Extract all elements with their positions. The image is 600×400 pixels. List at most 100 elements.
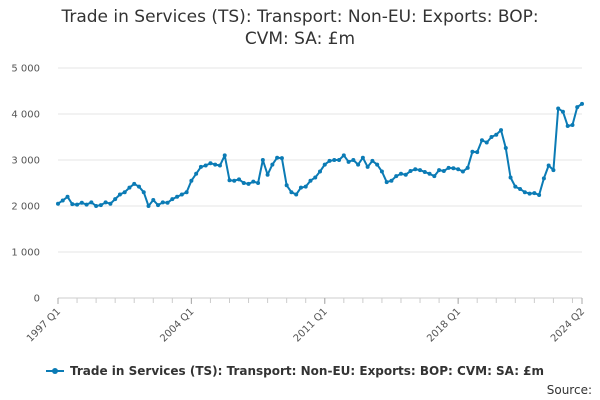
data-point [532, 191, 537, 196]
data-point [446, 165, 451, 170]
data-point [113, 197, 118, 202]
data-point [456, 167, 461, 172]
data-point [346, 159, 351, 164]
data-point [370, 158, 375, 163]
data-point [341, 153, 346, 158]
data-point [394, 174, 399, 179]
data-point [422, 169, 427, 174]
data-point [260, 158, 265, 162]
y-tick-label: 1 000 [11, 248, 40, 259]
data-point [580, 101, 584, 106]
data-point [332, 158, 337, 162]
data-point [279, 156, 284, 161]
data-point [365, 164, 370, 169]
gridlines [58, 67, 582, 253]
data-point [122, 190, 127, 195]
data-point [237, 177, 242, 182]
data-point [289, 190, 294, 195]
chart-title: Trade in Services (TS): Transport: Non-E… [61, 7, 539, 49]
data-point [275, 155, 280, 160]
data-point [494, 132, 499, 137]
axes [57, 297, 583, 304]
data-point [337, 158, 342, 162]
x-tick-label: 2004 Q1 [158, 306, 196, 344]
data-point [313, 175, 318, 180]
data-point [160, 200, 165, 205]
data-point [375, 162, 380, 167]
data-point [389, 178, 394, 183]
y-tick-label: 0 [34, 294, 40, 305]
data-point [432, 174, 437, 179]
data-point [203, 163, 208, 168]
data-point [465, 165, 470, 170]
data-point [384, 180, 389, 185]
data-point [503, 146, 508, 151]
x-tick-label: 1997 Q1 [25, 306, 63, 344]
data-point [70, 202, 75, 207]
data-point [489, 135, 494, 139]
data-point [217, 163, 222, 168]
data-point [241, 181, 246, 185]
series-layer [56, 101, 584, 208]
data-point [294, 192, 299, 197]
data-point [156, 203, 161, 208]
data-point [227, 178, 232, 183]
data-point [551, 168, 556, 173]
legend-label: Trade in Services (TS): Transport: Non-E… [70, 364, 545, 378]
data-point [146, 204, 151, 208]
legend: Trade in Services (TS): Transport: Non-E… [46, 364, 544, 378]
data-point [441, 169, 446, 174]
data-point [179, 192, 184, 197]
data-point [575, 105, 580, 110]
source-label: Source: [546, 383, 592, 397]
data-point [413, 167, 418, 172]
data-point [556, 106, 561, 111]
data-point [270, 162, 275, 167]
data-point [117, 192, 122, 197]
data-point [327, 158, 332, 163]
data-point [256, 181, 261, 185]
data-point [522, 190, 527, 195]
data-point [418, 168, 423, 173]
series-line [57, 103, 583, 207]
data-point [379, 169, 384, 174]
data-point [308, 178, 313, 183]
data-point [565, 123, 570, 128]
data-point [484, 140, 489, 145]
y-axis-ticks: 0 1 000 2 000 3 000 4 000 5 000 [11, 64, 40, 305]
data-point [460, 169, 465, 174]
data-point [408, 169, 413, 174]
data-point [356, 162, 361, 167]
data-point [398, 171, 403, 176]
data-point [94, 204, 99, 208]
data-point [208, 161, 213, 166]
data-point [127, 185, 132, 190]
data-point [103, 200, 108, 205]
x-tick-label: 2018 Q1 [425, 306, 463, 344]
data-point [89, 200, 94, 205]
data-point [537, 192, 542, 197]
x-tick-label: 2011 Q1 [292, 306, 330, 344]
data-point [194, 171, 199, 176]
data-point [451, 166, 456, 171]
data-point [518, 186, 523, 191]
data-point [403, 172, 408, 177]
data-point [570, 123, 575, 128]
data-point [213, 162, 218, 167]
data-point [318, 169, 322, 174]
data-point [232, 178, 237, 183]
data-point [303, 184, 308, 189]
data-point [527, 191, 532, 196]
data-point [75, 202, 80, 207]
data-point [184, 190, 189, 195]
data-point [136, 184, 141, 189]
data-point [360, 155, 365, 160]
data-point [351, 158, 356, 162]
data-point [198, 164, 203, 169]
data-point [98, 203, 103, 208]
data-point [298, 185, 303, 190]
data-point [541, 176, 546, 181]
data-point [170, 197, 175, 202]
data-point [60, 198, 65, 203]
